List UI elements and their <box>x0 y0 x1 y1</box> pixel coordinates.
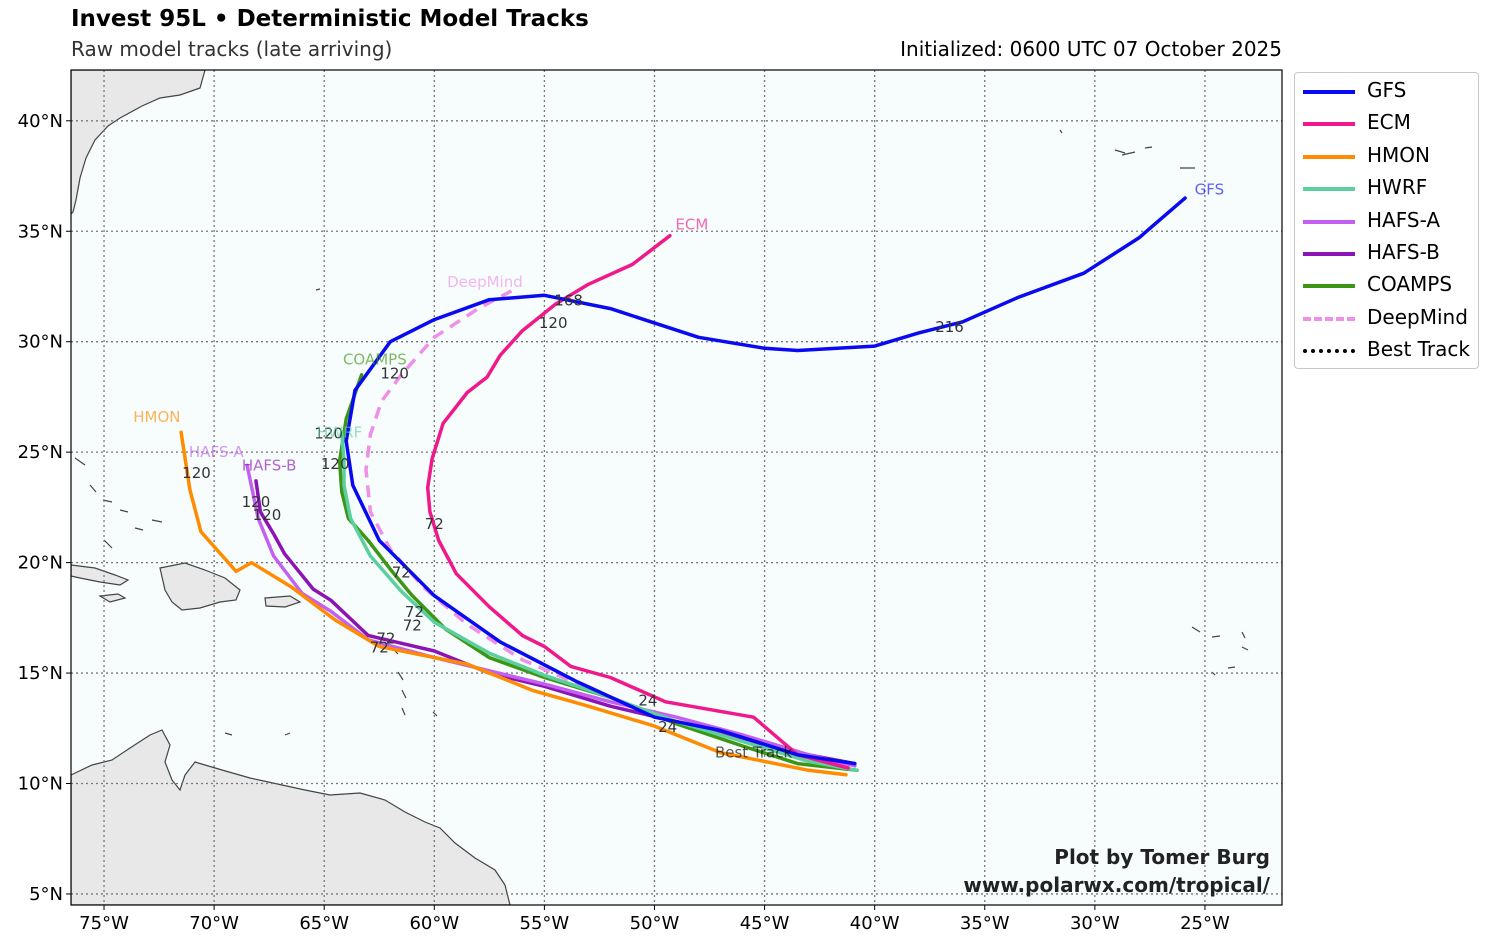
lat-tick-label: 25°N <box>18 442 63 463</box>
tau-label: 24 <box>658 718 677 736</box>
tau-label: 24 <box>638 692 657 710</box>
chart-title: Invest 95L • Deterministic Model Tracks <box>71 6 589 32</box>
tau-label: 72 <box>392 563 411 581</box>
track-hmon <box>179 430 848 777</box>
lon-tick-label: 45°W <box>740 913 790 934</box>
legend-item: ECM <box>1295 109 1480 137</box>
legend-item: HMON <box>1295 142 1480 170</box>
lon-tick-label: 50°W <box>630 913 680 934</box>
track-name-label: DeepMind <box>447 273 523 291</box>
lon-tick-label: 65°W <box>299 913 349 934</box>
lat-tick-label: 40°N <box>18 111 63 132</box>
legend-swatch <box>1303 90 1355 94</box>
tau-label: 120 <box>242 493 271 511</box>
legend-item: GFS <box>1295 77 1480 105</box>
lon-tick-label: 25°W <box>1180 913 1230 934</box>
track-name-label: COAMPS <box>343 350 407 368</box>
legend-swatch <box>1303 187 1355 192</box>
south-america-coast <box>71 729 511 905</box>
lat-tick-label: 35°N <box>18 221 63 242</box>
legend-swatch <box>1303 316 1355 321</box>
legend-swatch <box>1303 349 1355 354</box>
track-gfs <box>344 196 1187 766</box>
azores <box>1191 626 1249 676</box>
legend-label: HAFS-A <box>1367 207 1441 232</box>
legend-item: HAFS-B <box>1295 239 1480 267</box>
puerto-rico <box>264 595 302 608</box>
legend-label: COAMPS <box>1367 272 1453 297</box>
legend-label: DeepMind <box>1367 304 1468 329</box>
track-name-label: HMON <box>133 408 180 426</box>
lon-tick-label: 35°W <box>960 913 1010 934</box>
track-coamps <box>337 373 859 773</box>
tau-label: 120 <box>380 365 409 383</box>
legend: GFS ECM HMON HWRF HAFS-A HAFS-B COAMPS DeepMind… <box>1294 72 1479 369</box>
lat-tick-label: 30°N <box>18 332 63 353</box>
tau-label: 120 <box>253 506 282 524</box>
plot-frame <box>70 69 1283 906</box>
legend-swatch <box>1303 284 1355 289</box>
hispaniola <box>159 562 241 611</box>
lon-tick-label: 55°W <box>520 913 570 934</box>
credit-author: Plot by Tomer Burg <box>1054 845 1270 869</box>
track-name-label: HWRF <box>317 423 362 441</box>
legend-label: Best Track <box>1367 337 1470 362</box>
cuba <box>71 564 130 586</box>
track-ecm <box>425 233 850 770</box>
legend-swatch <box>1303 219 1355 224</box>
lon-tick-label: 70°W <box>189 913 239 934</box>
legend-label: ECM <box>1367 110 1411 135</box>
init-time: Initialized: 0600 UTC 07 October 2025 <box>900 37 1282 61</box>
credit-url: www.polarwx.com/tropical/ <box>963 873 1270 897</box>
lat-tick-label: 20°N <box>18 553 63 574</box>
lon-tick-label: 60°W <box>409 913 459 934</box>
legend-item: HWRF <box>1295 174 1480 202</box>
lon-tick-label: 30°W <box>1070 913 1120 934</box>
lat-tick-layer: 5°N 10°N 15°N 20°N 25°N 30°N 35°N 40°N <box>18 111 71 905</box>
tau-label: 72 <box>370 639 389 657</box>
legend-label: GFS <box>1367 78 1407 102</box>
chart-subtitle: Raw model tracks (late arriving) <box>71 37 393 61</box>
legend-swatch <box>1303 154 1355 159</box>
tau-label: 72 <box>403 616 422 634</box>
tau-label: 120 <box>321 455 350 473</box>
lon-tick-layer: 75°W 70°W 65°W 60°W 55°W 50°W 45°W 40°W 35°W 30°W… <box>79 905 1230 934</box>
atlantic-islands <box>315 129 1195 291</box>
legend-item: Best Track <box>1295 336 1480 364</box>
lat-tick-label: 10°N <box>18 774 63 795</box>
lat-tick-label: 5°N <box>29 884 63 905</box>
tau-label: 216 <box>935 318 964 336</box>
legend-label: HMON <box>1367 142 1430 167</box>
ocean-background <box>71 70 1282 905</box>
bahamas <box>74 457 163 549</box>
legend-label: HWRF <box>1367 175 1428 200</box>
tau-label-layer: Best Track120DeepMind72120COAMPS72120HAF… <box>133 180 1224 761</box>
track-hwrf <box>340 430 859 773</box>
legend-label: HAFS-B <box>1367 240 1440 264</box>
legend-item: DeepMind <box>1295 304 1480 332</box>
legend-swatch <box>1303 252 1355 256</box>
track-layer <box>179 196 1187 777</box>
tau-label: 120 <box>314 424 343 442</box>
track-name-label: HAFS-A <box>189 443 245 461</box>
lon-tick-label: 75°W <box>79 913 129 934</box>
tau-label: 120 <box>539 314 568 332</box>
graticule <box>71 70 1282 905</box>
legend-swatch <box>1303 122 1355 127</box>
lat-tick-label: 15°N <box>18 663 63 684</box>
tau-label: 72 <box>425 515 444 533</box>
tau-label: 72 <box>376 630 395 648</box>
lon-tick-label: 40°W <box>850 913 900 934</box>
track-name-label: HAFS-B <box>242 456 297 474</box>
tau-label: 120 <box>182 464 211 482</box>
jamaica <box>98 593 127 603</box>
track-name-label: Best Track <box>715 744 793 762</box>
legend-item: COAMPS <box>1295 271 1480 299</box>
tau-label: 72 <box>405 603 424 621</box>
track-name-label: ECM <box>675 216 708 234</box>
tau-label: 168 <box>554 292 583 310</box>
track-name-label: GFS <box>1195 180 1225 198</box>
legend-item: HAFS-A <box>1295 207 1480 235</box>
